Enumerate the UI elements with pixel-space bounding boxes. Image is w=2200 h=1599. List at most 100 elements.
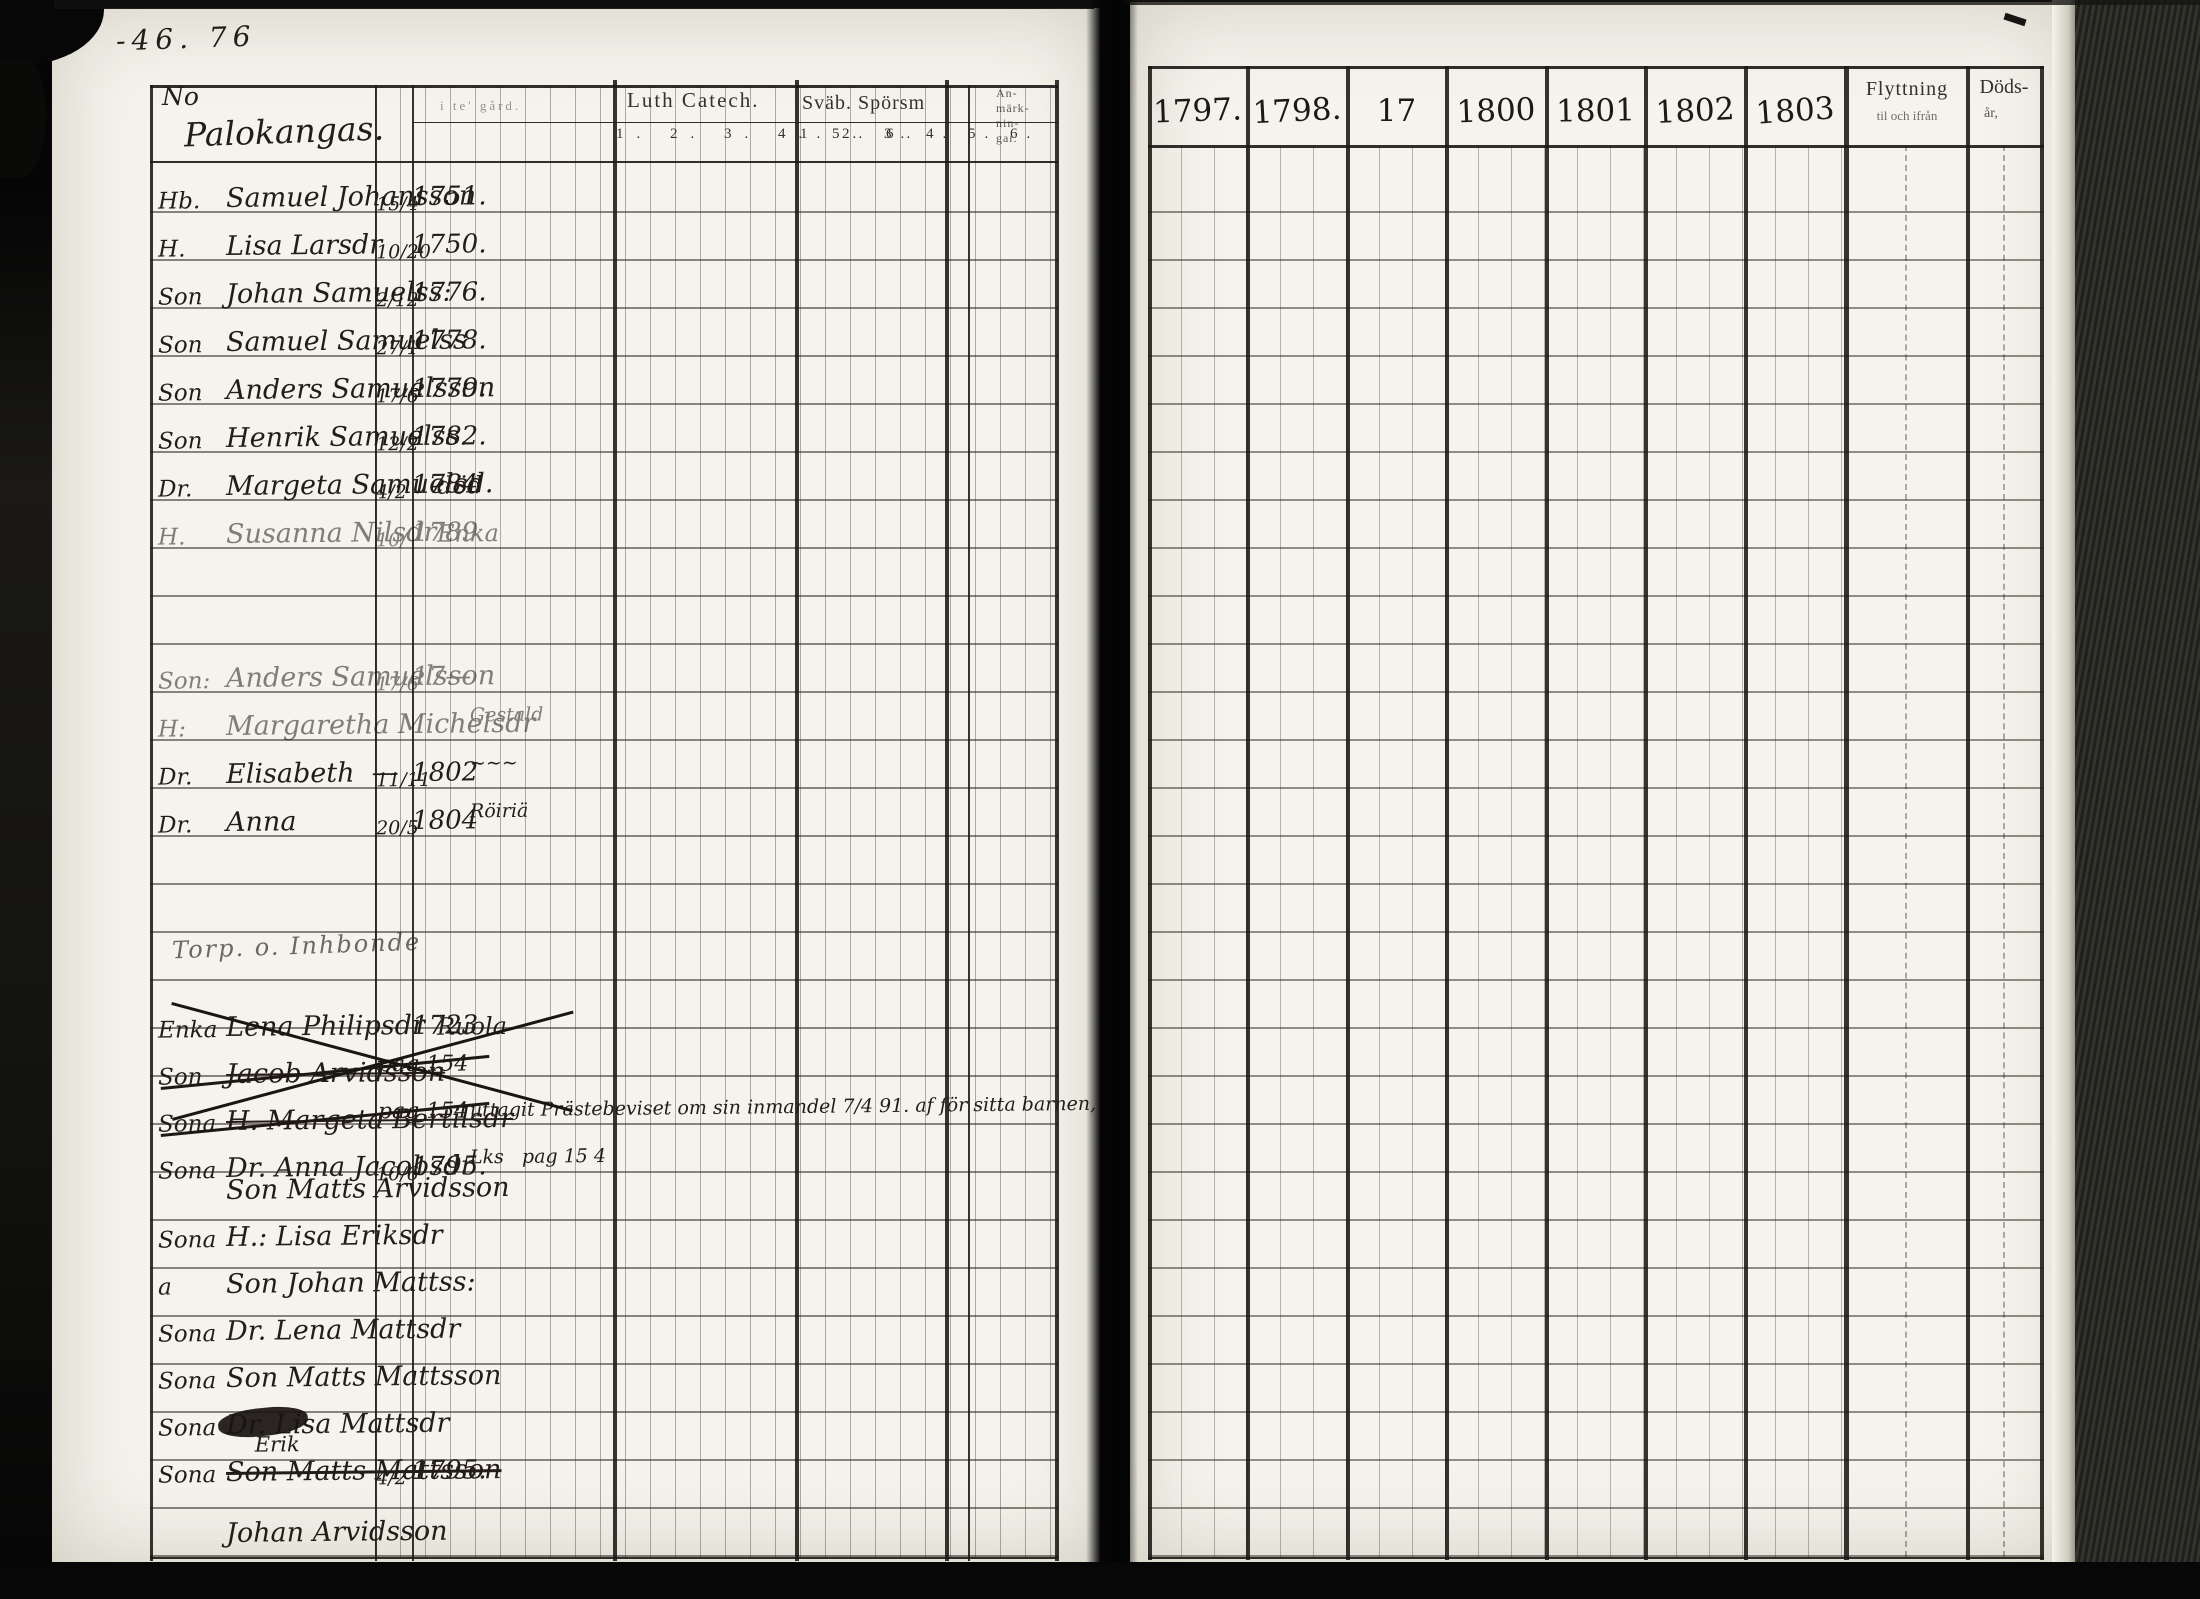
register-row: H. Susanna Nilsdr 10/ 1789 Enka [150,496,1058,554]
row-annotation [470,384,1110,391]
year-label: 1802 [1654,90,1736,132]
grid-vline [375,85,377,1561]
row-note: Enka [436,519,500,548]
row-birthyear: 1779. [411,373,487,405]
book-gutter-shadow [1086,0,1138,1562]
year-label: 1803 [1754,90,1836,132]
year-column-header: 17 [1347,82,1446,140]
dods-header: Döds- [1979,76,2029,98]
row-birthyear: 1795. [411,1455,487,1487]
row-prefix: Enka [157,1017,218,1044]
grid-vline [1055,80,1059,1561]
year-label: 1797. [1152,91,1243,131]
row-prefix: H. [157,524,186,551]
year-label: 17 [1376,93,1417,129]
last-row-group: Johan Arvidsson [150,1500,1058,1549]
row-birthyear: 1802 [411,757,479,789]
row-annotation [470,288,1110,295]
household-group-2: Son: Anders Samuelsson 17/6 17— H: Marga… [150,645,1058,839]
row-name: Lisa Larsdr [225,229,383,262]
row-prefix: Sona [157,1368,217,1395]
row-birthyear: 1782. [411,421,487,453]
grid-vline [412,85,414,1561]
row-name: Elisabeth — [225,757,399,790]
year-column-header: 1802 [1644,79,1747,142]
row-birthyear: 1804 [411,805,479,837]
right-grid-row-lines [1148,165,2044,1557]
row-annotation [470,1527,1110,1534]
year-column-header: 1801 [1546,81,1646,141]
grid-vline [1744,66,1748,1560]
grid-vline [968,85,970,1561]
grid-vline [945,80,949,1561]
row-name: Son Matts Arvidsson [225,1171,510,1206]
row-name: Son Matts Mattsson [225,1360,502,1394]
grid-hline [1148,1557,2044,1559]
row-prefix: H: [157,716,187,743]
row-page-ref: pag 154 [377,1051,469,1078]
grid-hline [412,122,1058,123]
header-anmarkningar-4: gar. [996,131,1018,145]
row-prefix: a [157,1274,172,1301]
row-birthdate: 4/2 [376,481,407,504]
row-annotation [470,480,1110,487]
no-column-label: No [162,82,199,111]
row-annotation: Gestald [469,703,544,727]
header-luth-catech: Luth Catech. [627,88,760,112]
row-birthyear: 1751. [411,181,487,213]
header-luth-numbers: 1. 2. 3. 4. 5. 6. [616,126,924,142]
year-label: 1800 [1455,91,1537,131]
row-name: Son Johan Mattss: [225,1266,476,1300]
row-annotation [470,336,1110,343]
row-prefix: Son [157,1064,203,1091]
row-annotation [470,1231,1110,1238]
scan-bottom-edge [0,1562,2200,1599]
village-name: Palokangas. [183,108,385,155]
grid-vline [1644,66,1648,1560]
row-prefix: Sona [157,1462,217,1489]
row-birthdate: 4/2 [376,1467,407,1490]
year-column-header: 1800 [1445,80,1547,141]
row-name: Johan Arvidsson [225,1515,448,1549]
grid-vline [1545,66,1549,1560]
row-prefix: Son: [157,668,211,695]
row-birthyear: 1778. [411,325,487,357]
row-annotation [470,1325,1110,1332]
register-row: Sona Son Matts Mattsson 4/2 1795. Erik [150,1432,1058,1492]
flyttning-header: Flyttning [1865,78,1949,100]
grid-vline [1844,66,1849,1560]
dods-column-divider [2003,145,2005,1557]
row-page-ref: pag 154 [377,1098,469,1125]
flyttning-column-divider [1905,145,1907,1557]
left-grid-row-lines [150,165,1058,1559]
row-name: Anna [225,806,297,838]
header-sveb-numbers: 1. 2. 3. 4. 5. 6. [800,126,1040,142]
year-label: 1801 [1555,92,1636,130]
year-column-header: 1798. [1246,79,1349,142]
row-annotation [470,1021,1110,1028]
row-birthdate: 10/ [376,529,407,552]
row-prefix: Son [157,284,203,311]
row-prefix: Sona [157,1227,217,1254]
register-row: Dr. Anna 20/5 1804 Röiriä [150,784,1058,842]
matts-family-group: Son Matts Arvidsson Sona H.: Lisa Eriksd… [150,1158,1058,1489]
scan-top-edge [54,0,1094,9]
scan-edge-blob [0,58,46,178]
grid-hline [150,85,1058,88]
row-annotation [470,1466,1110,1473]
household-group-1: Hb. Samuel Johansson 15/4 1751. H. Lisa … [150,165,1058,551]
row-birthyear: 1776. [411,277,487,309]
row-prefix: Son [157,332,203,359]
scan-left-edge [0,0,54,1599]
page-numbers: -46. 76 [115,19,258,58]
row-note: död [436,471,483,500]
grid-vline [795,80,799,1561]
row-prefix: H. [157,236,186,263]
row-annotation [470,432,1110,439]
year-column-header: 1797. [1147,80,1248,141]
row-annotation [470,240,1110,247]
grid-vline [613,80,617,1561]
row-annotation: Röiriä [469,799,529,823]
row-prefix: Sona [157,1415,217,1442]
